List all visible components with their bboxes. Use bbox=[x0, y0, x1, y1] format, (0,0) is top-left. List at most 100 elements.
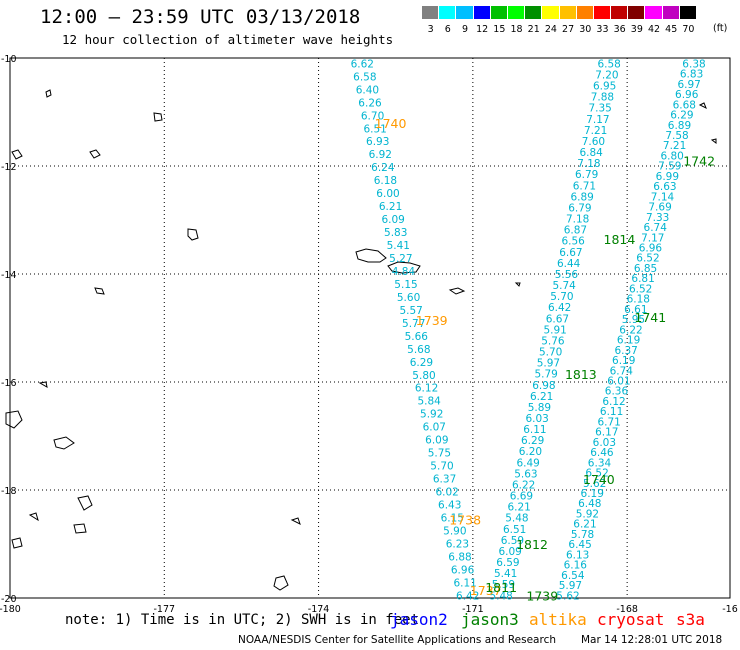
swh-value: 6.09 bbox=[498, 546, 521, 558]
colorbar-label: 70 bbox=[682, 24, 695, 35]
legend-altika: altika bbox=[529, 610, 587, 629]
swh-value: 6.84 bbox=[579, 147, 603, 159]
colorbar-label: 12 bbox=[476, 24, 489, 35]
colorbar-swatch: 30 bbox=[576, 6, 594, 35]
swh-value: 6.98 bbox=[532, 380, 555, 392]
swh-value: 5.48 bbox=[505, 513, 528, 525]
swh-value: 6.58 bbox=[353, 71, 376, 83]
swh-value: 6.81 bbox=[631, 273, 654, 285]
swh-value: 6.03 bbox=[525, 413, 548, 425]
swh-value: 7.69 bbox=[648, 202, 671, 214]
swh-value: 6.09 bbox=[381, 214, 404, 226]
graticule bbox=[10, 58, 730, 598]
swh-value: 6.45 bbox=[568, 539, 591, 551]
colorbar-label: 3 bbox=[427, 24, 434, 35]
island-tonga-5 bbox=[28, 512, 39, 522]
pass-time-label: 1739 bbox=[416, 313, 448, 328]
swh-value: 6.38 bbox=[682, 58, 705, 70]
swh-value: 6.92 bbox=[369, 149, 392, 161]
lon-tick-label: -180 bbox=[0, 604, 21, 615]
swh-value: 6.71 bbox=[597, 416, 620, 428]
swh-value: 6.07 bbox=[423, 422, 446, 434]
island-savaii bbox=[187, 228, 199, 241]
swh-value: 6.17 bbox=[595, 427, 618, 439]
swh-value: 5.78 bbox=[571, 529, 594, 541]
colorbar-label: 45 bbox=[665, 24, 678, 35]
pass-time-label: 1812 bbox=[516, 537, 548, 552]
swh-value: 5.83 bbox=[384, 227, 407, 239]
swh-value: 5.75 bbox=[428, 448, 451, 460]
swh-value: 7.20 bbox=[595, 69, 618, 81]
colorbar-swatch: 6 bbox=[439, 6, 457, 35]
swh-value: 6.22 bbox=[512, 479, 535, 491]
colorbar-swatch: 70 bbox=[679, 6, 697, 35]
swh-value: 6.44 bbox=[557, 258, 581, 270]
swh-value: 6.61 bbox=[624, 304, 647, 316]
swh-value: 6.52 bbox=[585, 468, 608, 480]
colorbar-label: 27 bbox=[562, 24, 575, 35]
colorbar-swatch: 24 bbox=[542, 6, 560, 35]
colorbar-label: 9 bbox=[461, 24, 468, 35]
swh-value: 6.02 bbox=[435, 487, 458, 499]
swh-value: 5.91 bbox=[543, 324, 566, 336]
swh-value: 6.85 bbox=[634, 263, 657, 275]
swh-value: 5.57 bbox=[399, 305, 422, 317]
swh-value: 7.88 bbox=[591, 92, 614, 104]
map-border bbox=[9, 57, 731, 599]
legend-jason2: jason2 bbox=[390, 610, 448, 629]
swh-value: 6.87 bbox=[564, 225, 587, 237]
swh-value: 5.41 bbox=[494, 568, 517, 580]
legend-jason3: jason3 bbox=[461, 610, 519, 629]
swh-value: 7.33 bbox=[646, 212, 669, 224]
swh-value: 7.17 bbox=[586, 114, 609, 126]
swh-value: 6.36 bbox=[605, 386, 629, 398]
swh-value: 5.62 bbox=[583, 478, 606, 490]
map-subtitle: 12 hour collection of altimeter wave hei… bbox=[62, 32, 394, 47]
swh-value: 5.80 bbox=[412, 370, 435, 382]
altimeter-tracks: 6.626.586.406.266.706.516.936.926.246.18… bbox=[351, 58, 706, 602]
swh-value: 6.71 bbox=[573, 180, 596, 192]
swh-value: 7.17 bbox=[641, 232, 664, 244]
lon-tick-label: -168 bbox=[616, 604, 638, 615]
swh-value: 6.59 bbox=[501, 535, 524, 547]
swh-value: 5.92 bbox=[576, 508, 599, 520]
lat-tick-label: -18 bbox=[1, 486, 17, 497]
island-tonga-6 bbox=[73, 523, 87, 534]
swh-value: 6.37 bbox=[433, 474, 456, 486]
pass-time-label: 1737 bbox=[470, 583, 502, 598]
swh-value: 6.63 bbox=[653, 181, 676, 193]
swh-value: 5.76 bbox=[541, 335, 565, 347]
swh-value: 6.74 bbox=[610, 365, 634, 377]
island-tonga-3 bbox=[38, 381, 48, 388]
swh-value: 6.19 bbox=[612, 355, 635, 367]
colorbar-swatch: 3 bbox=[422, 6, 440, 35]
swh-value: 6.26 bbox=[358, 97, 382, 109]
island-tonga-1 bbox=[5, 410, 23, 429]
swh-value: 5.79 bbox=[534, 369, 557, 381]
swh-value: 6.21 bbox=[573, 519, 596, 531]
swh-value: 6.58 bbox=[597, 58, 620, 70]
swh-value: 6.18 bbox=[374, 175, 397, 187]
swh-value: 6.67 bbox=[546, 313, 569, 325]
swh-value: 5.59 bbox=[492, 579, 515, 591]
colorbar-label: 42 bbox=[647, 24, 661, 35]
swh-value: 6.24 bbox=[371, 162, 395, 174]
swh-value: 6.79 bbox=[568, 202, 591, 214]
swh-value: 6.56 bbox=[561, 236, 585, 248]
colorbar-label: 33 bbox=[596, 24, 609, 35]
swh-value: 7.21 bbox=[584, 125, 607, 137]
swh-value: 7.18 bbox=[577, 158, 600, 170]
swh-value: 4.84 bbox=[392, 266, 416, 278]
island-tonga-8 bbox=[273, 575, 289, 591]
swh-value: 5.66 bbox=[405, 331, 429, 343]
swh-value: 6.52 bbox=[629, 283, 652, 295]
pass-time-label: 1741 bbox=[634, 310, 666, 325]
colorbar-swatch: 45 bbox=[662, 6, 680, 35]
swh-value: 6.20 bbox=[519, 446, 542, 458]
pass-time-label: 1740 bbox=[375, 116, 407, 131]
swh-value: 6.79 bbox=[575, 169, 598, 181]
pass-time-label: 1738 bbox=[449, 513, 481, 528]
swh-value: 6.89 bbox=[570, 191, 593, 203]
swh-value: 6.16 bbox=[564, 560, 588, 572]
